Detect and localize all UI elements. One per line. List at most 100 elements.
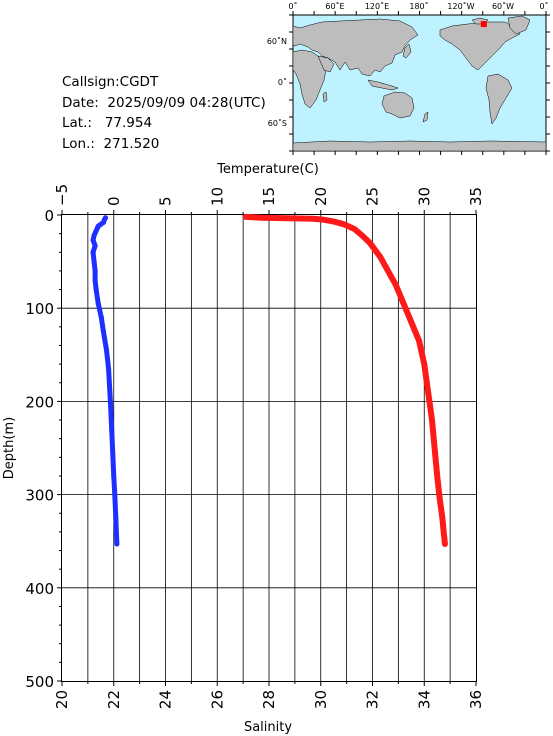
salinity-tick-label: 26 [208,690,226,709]
temperature-point [106,366,112,372]
temperature-tick-label: 5 [157,196,175,206]
salinity-point [320,217,326,223]
temperature-point [107,384,113,390]
salinity-tick-label: 30 [312,690,330,709]
map-lon-label-5: 60˚W [492,1,514,11]
salinity-tick-label: 36 [467,690,485,709]
map-land [292,15,547,152]
date-value: 2025/09/09 04:28(UTC) [107,94,266,111]
temperature-tick-label: −5 [53,184,71,206]
temperature-point [93,228,99,234]
map-labels: 0˚ 60˚E 120˚E 180˚ 120˚W 60˚W 0˚ 60˚N 0˚… [267,1,549,128]
salinity-point [437,496,443,502]
temperature-point [114,541,120,547]
lat-value: 77.954 [104,115,153,131]
madagascar [322,91,328,103]
salinity-point [359,233,365,239]
temperature-tick-label: 25 [364,187,382,206]
temperature-point [113,515,119,521]
temperature-tick-label: 30 [415,187,433,206]
temperature-point [91,233,97,239]
chart-grid [62,215,476,681]
salinity-tick-label: 34 [415,690,433,709]
temperature-point [108,403,114,409]
greenland [507,15,531,35]
temperature-point [111,473,117,479]
south-america-landmass [485,73,513,125]
salinity-point [439,515,445,521]
map-lat-label-0: 60˚N [267,36,287,46]
temperature-point [104,347,110,353]
salinity-point [351,226,357,232]
salinity-point [258,215,264,221]
map-ticks [289,11,550,155]
temperature-point [98,315,104,321]
depth-tick-label: 400 [25,580,54,598]
date-row: Date: 2025/09/09 04:28(UTC) [62,93,266,114]
salinity-point [434,473,440,479]
depth-tick-label: 200 [25,393,54,411]
temperature-point [109,426,115,432]
new-zealand [422,111,429,123]
temperature-point [90,249,96,255]
salinity-point [442,541,448,547]
temperature-axis-title: Temperature(C) [216,162,319,177]
salinity-tick-label: 22 [105,690,123,709]
temperature-point [92,277,98,283]
arabia-landmass [317,55,335,73]
map-lat-label-2: 60˚S [268,118,287,128]
salinity-tick-label: 32 [364,690,382,709]
station-marker [480,21,487,28]
australia-landmass [381,91,415,119]
salinity-point [385,268,391,274]
indonesia-islands [367,79,399,91]
map-lon-label-0: 0˚ [288,1,297,11]
salinity-point [243,214,249,220]
salinity-point [393,282,399,288]
eurasia-landmass [292,18,419,77]
map-lon-label-1: 60˚E [325,1,344,11]
lat-row: Lat.: 77.954 [62,113,266,134]
salinity-point [421,361,427,367]
salinity-point [416,338,422,344]
map-lon-label-3: 180˚ [409,1,428,11]
map-lat-label-1: 0˚ [278,77,287,87]
temperature-point [92,268,98,274]
map-lon-label-4: 120˚W [447,1,474,11]
salinity-tick-label: 28 [260,690,278,709]
japan [402,43,412,59]
temperature-tick-label: 10 [208,187,226,206]
salinity-point [401,301,407,307]
salinity-tick-label: 20 [53,690,71,709]
salinity-point [367,240,373,246]
temperature-point [100,329,106,334]
salinity-point [429,417,435,423]
salinity-point [341,221,347,227]
lon-row: Lon.: 271.520 [62,134,266,155]
depth-tick-labels: 0 100 200 300 400 500 [25,207,54,691]
salinity-axis-title: Salinity [244,720,292,735]
date-label: Date: [62,94,99,111]
salinity-point [310,216,316,222]
temperature-point [92,243,98,249]
depth-tick-label: 300 [25,487,54,505]
salinity-point [331,219,337,225]
temperature-point [112,492,118,498]
north-america-landmass [439,21,521,71]
station-info: Callsign:CGDT Date: 2025/09/09 04:28(UTC… [62,72,266,154]
depth-tick-label: 100 [25,300,54,318]
temperature-point [95,223,101,229]
map-lon-label-6: 0˚ [539,1,548,11]
chart-ticks [57,210,477,686]
salinity-tick-label: 24 [157,690,175,709]
map-lon-label-2: 120˚E [365,1,389,11]
temperature-tick-label: 15 [260,187,278,206]
depth-axis-title: Depth(m) [2,417,17,479]
temperature-tick-label: 0 [105,196,123,206]
salinity-tick-labels: 20 22 24 26 28 30 32 34 36 [53,690,485,709]
temperature-point [100,219,106,225]
depth-tick-label: 0 [44,207,54,225]
temperature-point [90,237,96,243]
